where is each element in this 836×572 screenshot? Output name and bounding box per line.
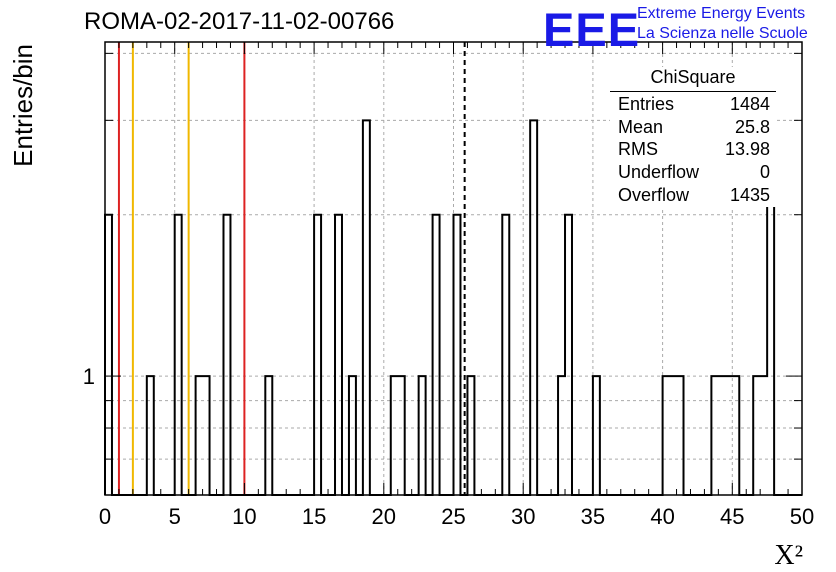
x-tick-label: 25 (441, 504, 465, 529)
stats-label: Underflow (618, 162, 700, 182)
stats-row-mean: Mean 25.8 (618, 117, 770, 138)
stats-value: 25.8 (734, 117, 770, 137)
chart-title: ROMA-02-2017-11-02-00766 (84, 8, 395, 35)
x-tick-label: 10 (232, 504, 256, 529)
eee-logo: EEE (543, 3, 641, 56)
stats-divider (610, 91, 776, 92)
x-tick-label: 15 (302, 504, 326, 529)
x-tick-label: 35 (581, 504, 605, 529)
stats-box: ChiSquare Entries 1484 Mean 25.8 RMS 13.… (610, 67, 776, 207)
stats-label: Overflow (618, 185, 690, 205)
x-tick-label: 5 (169, 504, 181, 529)
stats-value: 1484 (729, 94, 770, 114)
stats-row-rms: RMS 13.98 (618, 139, 770, 160)
stats-label: Mean (618, 117, 664, 137)
x-tick-label: 45 (720, 504, 744, 529)
x-tick-label: 0 (99, 504, 111, 529)
stats-row-entries: Entries 1484 (618, 94, 770, 115)
stats-row-overflow: Overflow 1435 (618, 185, 770, 206)
y-axis-label: Entries/bin (8, 44, 38, 167)
x-tick-label: 40 (650, 504, 674, 529)
stats-title: ChiSquare (650, 67, 736, 87)
stats-value: 0 (759, 162, 770, 182)
stats-label: Entries (618, 94, 675, 114)
x-tick-label: 20 (372, 504, 396, 529)
reference-lines (117, 42, 466, 495)
stats-row-underflow: Underflow 0 (618, 162, 770, 183)
axes (104, 41, 803, 496)
stats-value: 13.98 (724, 139, 770, 159)
x-tick-label: 50 (790, 504, 814, 529)
axis-labels: 0 5 10 15 20 25 30 35 40 45 50 1 X² Entries/bin (8, 44, 814, 571)
x-tick-label: 30 (511, 504, 535, 529)
y-tick-label: 1 (83, 364, 95, 389)
x-axis-label: X² (774, 540, 803, 571)
logo-line-2: La Scienza nelle Scuole (637, 25, 808, 42)
stats-label: RMS (618, 139, 658, 159)
stats-value: 1435 (729, 185, 770, 205)
logo-line-1: Extreme Energy Events (637, 5, 806, 22)
